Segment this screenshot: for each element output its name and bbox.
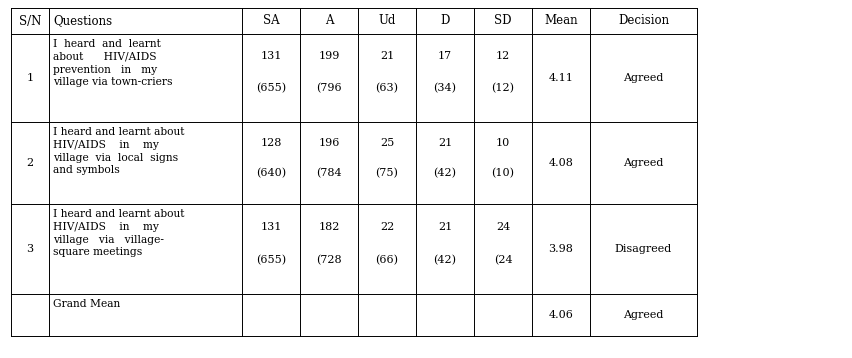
Text: D: D — [440, 15, 450, 28]
Text: Mean: Mean — [544, 15, 578, 28]
Text: (75): (75) — [376, 168, 399, 178]
Text: I heard and learnt about
HIV/AIDS    in    my
village   via   village-
square me: I heard and learnt about HIV/AIDS in my … — [53, 209, 185, 257]
Text: 21: 21 — [438, 222, 452, 232]
Text: 10: 10 — [496, 137, 510, 147]
Text: 17: 17 — [438, 51, 452, 61]
Text: 4.08: 4.08 — [549, 158, 573, 168]
Text: 21: 21 — [438, 137, 452, 147]
Text: (784: (784 — [316, 168, 342, 178]
Text: 128: 128 — [261, 137, 282, 147]
Text: Agreed: Agreed — [624, 73, 664, 83]
Text: (655): (655) — [256, 255, 286, 265]
Text: 3.98: 3.98 — [549, 244, 573, 254]
Text: (10): (10) — [492, 168, 515, 178]
Text: 182: 182 — [319, 222, 340, 232]
Text: 3: 3 — [26, 244, 33, 254]
Text: 2: 2 — [26, 158, 33, 168]
Text: SD: SD — [494, 15, 512, 28]
Text: 1: 1 — [26, 73, 33, 83]
Text: (796: (796 — [316, 83, 342, 94]
Text: SA: SA — [262, 15, 279, 28]
Text: (24: (24 — [493, 255, 512, 265]
Text: A: A — [325, 15, 333, 28]
Text: 199: 199 — [319, 51, 340, 61]
Text: 131: 131 — [261, 51, 282, 61]
Text: (728: (728 — [316, 255, 342, 265]
Text: (34): (34) — [434, 83, 457, 94]
Text: 131: 131 — [261, 222, 282, 232]
Text: (66): (66) — [376, 255, 399, 265]
Text: 4.11: 4.11 — [549, 73, 573, 83]
Text: Questions: Questions — [53, 15, 112, 28]
Text: Disagreed: Disagreed — [615, 244, 672, 254]
Text: (63): (63) — [376, 83, 399, 94]
Text: 22: 22 — [380, 222, 394, 232]
Text: Agreed: Agreed — [624, 158, 664, 168]
Text: Ud: Ud — [378, 15, 395, 28]
Text: (42): (42) — [434, 168, 457, 178]
Text: (655): (655) — [256, 83, 286, 94]
Text: (640): (640) — [256, 168, 286, 178]
Text: 24: 24 — [496, 222, 510, 232]
Text: 25: 25 — [380, 137, 394, 147]
Text: I heard and learnt about
HIV/AIDS    in    my
village  via  local  signs
and sym: I heard and learnt about HIV/AIDS in my … — [53, 127, 185, 175]
Text: Grand Mean: Grand Mean — [53, 299, 120, 309]
Text: S/N: S/N — [19, 15, 41, 28]
Text: Agreed: Agreed — [624, 310, 664, 320]
Text: 21: 21 — [380, 51, 394, 61]
Text: Decision: Decision — [618, 15, 669, 28]
Text: 4.06: 4.06 — [549, 310, 573, 320]
Text: I  heard  and  learnt
about      HIV/AIDS
prevention   in   my
village via town-: I heard and learnt about HIV/AIDS preven… — [53, 39, 172, 87]
Text: 12: 12 — [496, 51, 510, 61]
Text: (42): (42) — [434, 255, 457, 265]
Text: 196: 196 — [319, 137, 340, 147]
Text: (12): (12) — [492, 83, 515, 94]
